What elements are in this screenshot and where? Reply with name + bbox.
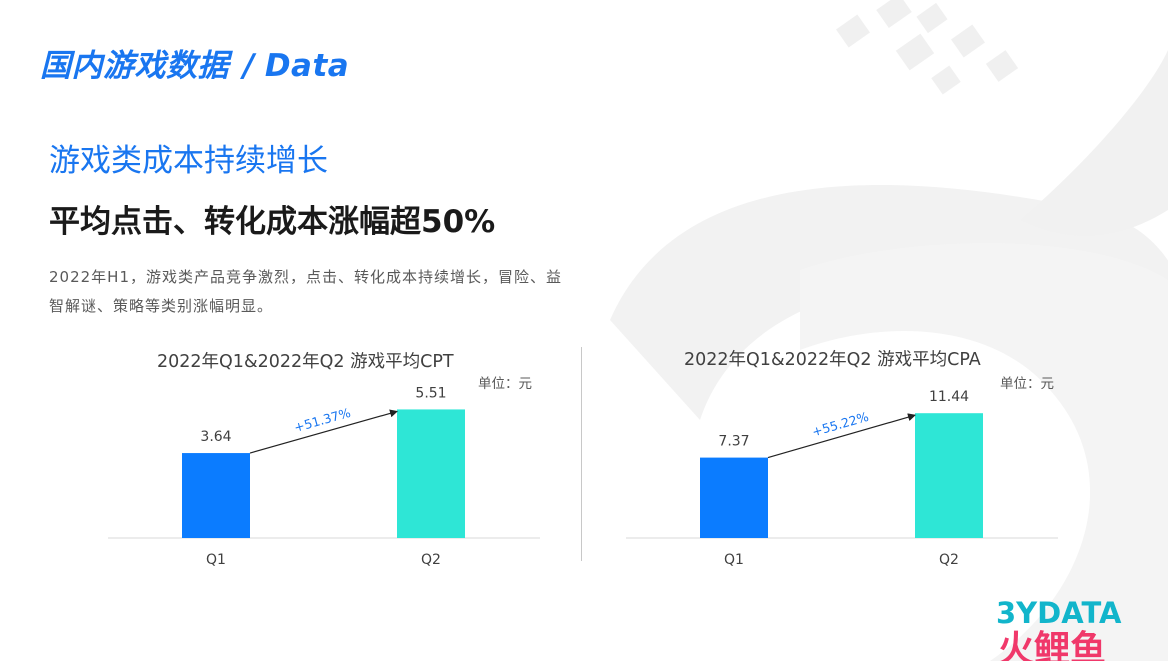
value-label-q2: 11.44 bbox=[929, 389, 969, 405]
brand-logo: 3YDATA 火鲤鱼 bbox=[996, 596, 1156, 661]
category-label-q1: Q1 bbox=[206, 552, 226, 568]
outer-ring-shape bbox=[800, 243, 1168, 661]
section-subtitle: 游戏类成本持续增长 bbox=[49, 143, 328, 179]
growth-arrow bbox=[249, 409, 398, 454]
header-title-en: Data bbox=[264, 48, 350, 84]
bar-q1 bbox=[182, 453, 250, 538]
value-label-q1: 3.64 bbox=[200, 429, 231, 445]
chart-title-cpa: 2022年Q1&2022年Q2 游戏平均CPA bbox=[684, 350, 981, 370]
checker-pattern bbox=[836, 0, 1019, 95]
cpa-bar-chart: 7.37 Q1 11.44 Q2 +55.22% bbox=[626, 389, 1058, 568]
value-label-q1: 7.37 bbox=[718, 434, 749, 450]
category-label-q2: Q2 bbox=[939, 552, 959, 568]
category-label-q2: Q2 bbox=[421, 552, 441, 568]
bar-q1 bbox=[700, 457, 768, 538]
description-text: 2022年H1，游戏类产品竞争激烈，点击、转化成本持续增长，冒险、益智解谜、策略… bbox=[49, 268, 562, 315]
growth-label: +55.22% bbox=[810, 409, 870, 440]
value-label-q2: 5.51 bbox=[415, 385, 446, 401]
chart-divider bbox=[581, 347, 582, 561]
logo-top-text: 3YDATA bbox=[996, 596, 1122, 630]
logo-bottom-text: 火鲤鱼 bbox=[998, 629, 1107, 661]
growth-label: +51.37% bbox=[292, 405, 352, 435]
header-title-cn: 国内游戏数据 bbox=[40, 48, 229, 84]
bar-q2 bbox=[915, 413, 983, 538]
corner-curve-shape bbox=[1020, 50, 1168, 237]
bar-q2 bbox=[397, 409, 465, 538]
category-label-q1: Q1 bbox=[724, 552, 744, 568]
chart-title-cpt: 2022年Q1&2022年Q2 游戏平均CPT bbox=[157, 352, 454, 372]
page-header: 国内游戏数据 / Data bbox=[40, 40, 349, 85]
unit-label-cpt: 单位：元 bbox=[478, 376, 532, 392]
header-separator: / bbox=[243, 48, 255, 84]
growth-arrow bbox=[767, 413, 916, 459]
section-headline: 平均点击、转化成本涨幅超50% bbox=[49, 204, 496, 240]
unit-label-cpa: 单位：元 bbox=[1000, 376, 1054, 392]
cpt-bar-chart: 3.64 Q1 5.51 Q2 +51.37% bbox=[108, 385, 540, 568]
